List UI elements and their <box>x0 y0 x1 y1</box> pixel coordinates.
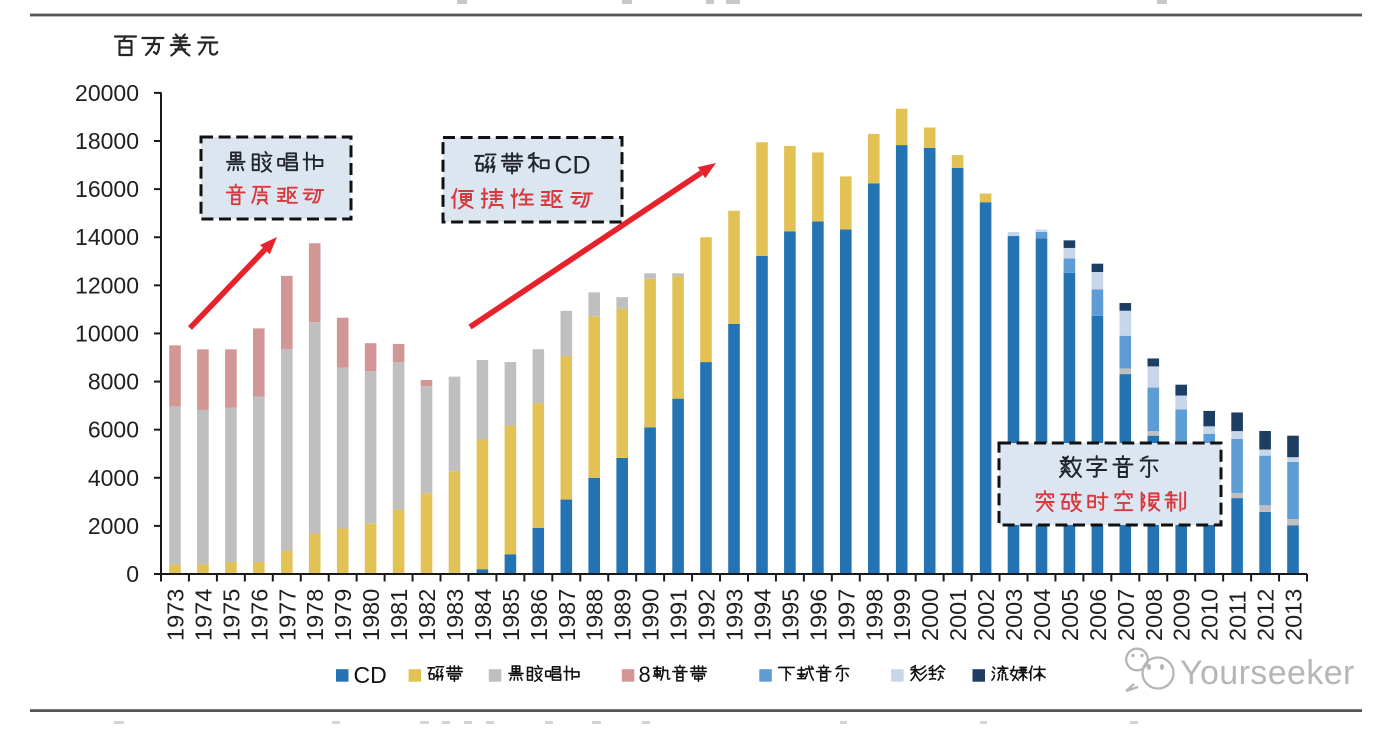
svg-text:0: 0 <box>126 561 139 587</box>
svg-text:1984: 1984 <box>470 589 496 641</box>
svg-text:1987: 1987 <box>554 589 580 641</box>
svg-text:16000: 16000 <box>75 176 139 202</box>
svg-text:1997: 1997 <box>833 589 859 641</box>
svg-text:1975: 1975 <box>218 589 244 641</box>
svg-text:1992: 1992 <box>694 589 720 641</box>
svg-text:2001: 2001 <box>945 589 971 641</box>
svg-text:10000: 10000 <box>75 321 139 347</box>
svg-text:2003: 2003 <box>1001 589 1027 641</box>
svg-text:14000: 14000 <box>75 224 139 250</box>
svg-text:2008: 2008 <box>1141 589 1167 641</box>
svg-text:1978: 1978 <box>302 589 328 641</box>
svg-text:20000: 20000 <box>75 80 139 106</box>
svg-text:12000: 12000 <box>75 272 139 298</box>
svg-text:1989: 1989 <box>610 589 636 641</box>
svg-text:4000: 4000 <box>88 465 139 491</box>
svg-text:2011: 2011 <box>1225 590 1251 641</box>
svg-text:2004: 2004 <box>1029 589 1055 641</box>
svg-text:1979: 1979 <box>330 589 356 641</box>
svg-text:2010: 2010 <box>1197 589 1223 641</box>
svg-text:1981: 1981 <box>386 589 412 641</box>
svg-text:1988: 1988 <box>582 589 608 641</box>
svg-text:2009: 2009 <box>1169 589 1195 641</box>
svg-text:8: 8 <box>639 662 651 687</box>
svg-text:1974: 1974 <box>190 589 216 641</box>
svg-text:1976: 1976 <box>246 589 272 641</box>
svg-text:2006: 2006 <box>1085 589 1111 641</box>
svg-text:2013: 2013 <box>1281 589 1307 641</box>
svg-text:1977: 1977 <box>274 589 300 641</box>
svg-text:2005: 2005 <box>1057 589 1083 641</box>
svg-text:1973: 1973 <box>163 589 189 641</box>
svg-text:1994: 1994 <box>750 589 776 641</box>
svg-text:18000: 18000 <box>75 128 139 154</box>
svg-text:2007: 2007 <box>1113 589 1139 641</box>
svg-text:CD: CD <box>554 152 590 180</box>
svg-text:CD: CD <box>354 662 387 688</box>
svg-text:1998: 1998 <box>861 589 887 641</box>
svg-text:2000: 2000 <box>917 589 943 641</box>
svg-text:1993: 1993 <box>722 589 748 641</box>
svg-text:1985: 1985 <box>498 589 524 641</box>
svg-text:1999: 1999 <box>889 589 915 641</box>
svg-text:1983: 1983 <box>442 589 468 641</box>
svg-text:8000: 8000 <box>88 369 139 395</box>
svg-text:1990: 1990 <box>638 589 664 641</box>
svg-text:1982: 1982 <box>414 589 440 641</box>
svg-text:1986: 1986 <box>526 589 552 641</box>
svg-text:1995: 1995 <box>777 589 803 641</box>
svg-text:6000: 6000 <box>88 417 139 443</box>
svg-text:2012: 2012 <box>1253 589 1279 641</box>
svg-text:1996: 1996 <box>805 589 831 641</box>
svg-text:1991: 1991 <box>666 589 692 641</box>
svg-text:2000: 2000 <box>88 513 139 539</box>
svg-text:1980: 1980 <box>358 589 384 641</box>
svg-text:Yourseeker: Yourseeker <box>1180 654 1355 692</box>
svg-text:2002: 2002 <box>973 589 999 641</box>
